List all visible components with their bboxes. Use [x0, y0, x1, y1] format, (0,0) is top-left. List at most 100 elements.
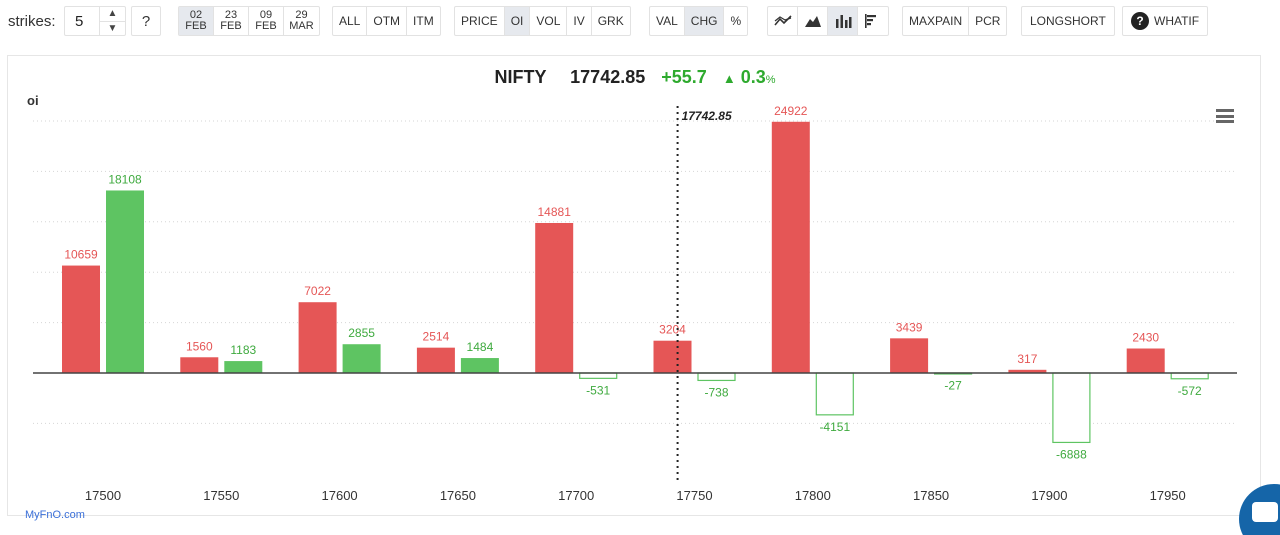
symbol: NIFTY [494, 67, 547, 87]
put-bar-17750 [697, 372, 736, 382]
mode-iv[interactable]: IV [567, 7, 592, 35]
strikes-value[interactable]: 5 [75, 12, 84, 30]
hamburger-menu-icon[interactable] [1216, 109, 1234, 123]
call-value-label: 2514 [423, 330, 450, 344]
expiry-day: 09 [259, 9, 273, 21]
chart-view-selector [767, 6, 889, 36]
filter-mode-selector: ALL OTM ITM [332, 6, 441, 36]
value-chg[interactable]: CHG [684, 7, 725, 35]
call-bar-17700 [535, 222, 574, 373]
call-value-label: 317 [1017, 352, 1037, 366]
up-arrow-icon: ▲ [722, 71, 736, 86]
chart-panel: 10659 18108 17500 1560 1183 17550 7022 2855 1760… [7, 55, 1261, 521]
data-mode-selector: PRICE OI VOL IV GRK [454, 6, 631, 36]
call-bar-17800 [771, 121, 810, 373]
expiry-0[interactable]: 02 FEB [179, 7, 214, 35]
expiry-month: FEB [220, 20, 242, 32]
spot-price-label: 17742.85 [682, 109, 732, 123]
call-bar-17750 [653, 340, 692, 373]
call-bar-17550 [180, 357, 219, 373]
put-value-label: -738 [704, 385, 728, 399]
x-tick-label: 17800 [795, 488, 831, 503]
whatif-label: WHATIF [1154, 14, 1200, 28]
put-bar-17550 [224, 361, 263, 373]
price-change: +55.7 [661, 67, 707, 87]
call-bar-17500 [62, 265, 100, 373]
put-value-label: -572 [1178, 384, 1202, 398]
call-value-label: 1560 [186, 339, 213, 353]
x-tick-label: 17750 [676, 488, 712, 503]
put-value-label: -27 [944, 378, 962, 392]
call-bar-17850 [890, 338, 929, 373]
price-change-pct: 0.3 [740, 67, 766, 87]
call-value-label: 3204 [659, 323, 686, 337]
horizontal-bar-chart-icon[interactable] [858, 7, 888, 35]
chevron-down-icon[interactable]: ▼ [100, 20, 125, 36]
put-value-label: -6888 [1056, 447, 1087, 461]
expiry-month: FEB [185, 20, 207, 32]
x-tick-label: 17550 [203, 488, 239, 503]
whatif-button[interactable]: ? WHATIF [1122, 6, 1209, 36]
y-axis-label: oi [27, 93, 39, 108]
mode-oi[interactable]: OI [504, 7, 531, 35]
help-button[interactable]: ? [131, 6, 161, 36]
expiry-3[interactable]: 29 MAR [284, 7, 319, 35]
put-value-label: 1183 [230, 343, 256, 357]
call-value-label: 3439 [896, 320, 923, 334]
x-tick-label: 17700 [558, 488, 594, 503]
filter-otm[interactable]: OTM [367, 7, 408, 35]
question-icon: ? [1131, 12, 1149, 30]
x-tick-label: 17900 [1031, 488, 1067, 503]
x-tick-label: 17500 [85, 488, 121, 503]
x-tick-label: 17600 [322, 488, 358, 503]
expiry-month: FEB [255, 20, 277, 32]
value-val[interactable]: VAL [650, 7, 685, 35]
bar-chart-icon[interactable] [828, 7, 858, 35]
expiry-day: 29 [295, 9, 308, 21]
put-bar-17700 [579, 372, 618, 379]
longshort-button[interactable]: LONGSHORT [1021, 6, 1115, 36]
strikes-stepper[interactable]: 5 ▲ ▼ [64, 6, 126, 36]
call-value-label: 7022 [304, 284, 331, 298]
expiry-day: 02 [189, 9, 203, 21]
strikes-control: strikes: [8, 6, 56, 36]
brand-watermark: MyFnO.com [25, 509, 85, 521]
oi-change-chart: 10659 18108 17500 1560 1183 17550 7022 2855 1760… [33, 104, 1237, 503]
put-value-label: -4151 [819, 420, 850, 434]
put-value-label: 18108 [108, 172, 142, 186]
call-value-label: 14881 [538, 205, 572, 219]
put-bar-17900 [1052, 372, 1091, 444]
strikes-label: strikes: [8, 12, 56, 30]
call-bar-17950 [1126, 348, 1165, 373]
put-value-label: 2855 [348, 326, 375, 340]
put-bar-17650 [460, 358, 499, 373]
line-chart-icon[interactable] [768, 7, 798, 35]
filter-itm[interactable]: ITM [413, 14, 434, 28]
expiry-1[interactable]: 23 FEB [214, 7, 249, 35]
x-tick-label: 17650 [440, 488, 476, 503]
pct-symbol: % [765, 74, 776, 86]
call-value-label: 10659 [64, 248, 98, 262]
maxpain-button[interactable]: MAXPAIN [903, 7, 970, 35]
x-tick-label: 17950 [1150, 488, 1186, 503]
area-chart-icon[interactable] [798, 7, 828, 35]
chat-icon[interactable] [1239, 484, 1280, 535]
call-bar-17900 [1008, 369, 1047, 373]
chevron-up-icon[interactable]: ▲ [107, 8, 118, 20]
x-tick-label: 17850 [913, 488, 949, 503]
expiry-2[interactable]: 09 FEB [249, 7, 284, 35]
put-bar-17600 [342, 344, 381, 373]
filter-all[interactable]: ALL [333, 7, 368, 35]
mode-price[interactable]: PRICE [455, 7, 505, 35]
expiry-month: MAR [289, 20, 314, 32]
value-pct[interactable]: % [730, 14, 742, 28]
mode-grk[interactable]: GRK [597, 14, 624, 28]
put-bar-17950 [1170, 372, 1209, 380]
call-bar-17600 [298, 302, 337, 373]
pcr-button[interactable]: PCR [975, 14, 1001, 28]
expiry-day: 23 [224, 9, 238, 21]
put-bar-17500 [106, 190, 144, 373]
mode-vol[interactable]: VOL [530, 7, 568, 35]
toolbar: strikes: 5 ▲ ▼ ? 02 FEB 23 FEB 09 FEB 29 MAR AL… [0, 0, 1280, 44]
put-value-label: 1484 [467, 340, 494, 354]
